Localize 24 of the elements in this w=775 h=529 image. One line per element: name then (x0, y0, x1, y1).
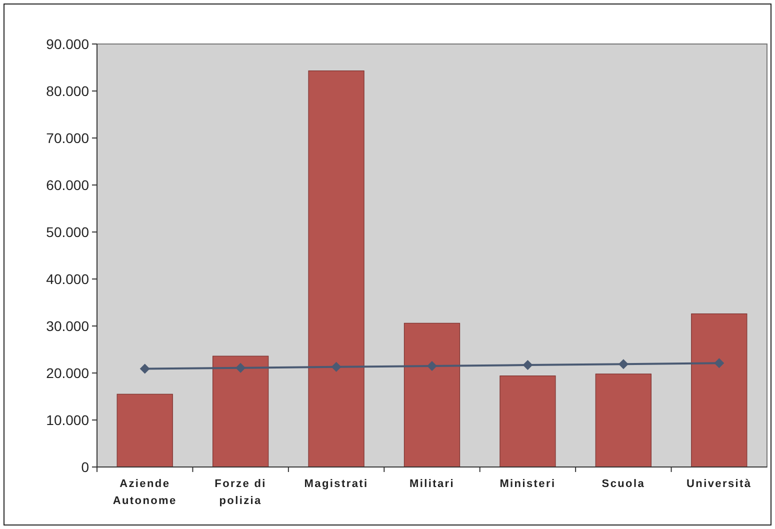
y-tick-label: 50.000 (46, 224, 90, 240)
y-tick-label: 90.000 (46, 36, 90, 52)
x-tick-label: Università (686, 478, 752, 490)
x-tick-label: Forze di polizia (214, 478, 266, 507)
y-tick-label: 20.000 (46, 364, 90, 381)
y-tick-label: 70.000 (46, 130, 90, 146)
y-tick-label: 40.000 (46, 270, 90, 287)
bar (308, 70, 364, 468)
x-tick-label: Ministeri (500, 478, 556, 490)
bar (212, 356, 269, 468)
y-tick-label: 60.000 (46, 176, 90, 193)
x-tick-label: Aziende Autonome (112, 478, 177, 507)
bar (116, 394, 173, 468)
x-tick-label: Scuola (602, 478, 646, 490)
x-tick-label: Militari (409, 478, 455, 490)
bar (404, 322, 460, 468)
y-tick-label: 80.000 (46, 82, 90, 99)
bar (500, 376, 556, 468)
y-tick-label: 0 (81, 458, 90, 475)
y-tick-label: 30.000 (46, 318, 90, 334)
bar (595, 374, 652, 468)
x-tick-label: Magistrati (304, 478, 368, 490)
y-tick-label: 10.000 (46, 412, 90, 428)
bar (691, 313, 748, 468)
